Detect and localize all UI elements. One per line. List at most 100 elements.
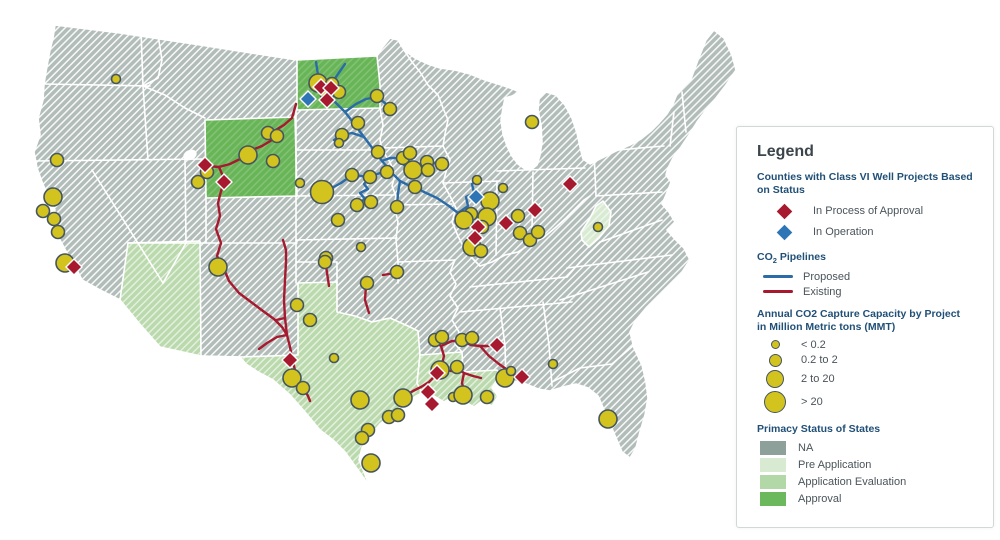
capture-site-circle[interactable]: [473, 243, 489, 259]
capture-site-circle[interactable]: [390, 407, 406, 423]
capture-site-circle[interactable]: [359, 275, 375, 291]
capture-site-circle[interactable]: [35, 203, 51, 219]
primacy-swatch-icon: [760, 458, 786, 473]
capture-site-circle[interactable]: [49, 152, 65, 168]
capture-site-circle[interactable]: [497, 182, 509, 194]
capture-site-circle[interactable]: [289, 297, 305, 313]
pipeline-line-icon: [763, 274, 793, 279]
capture-site-circle[interactable]: [362, 169, 378, 185]
capture-site-circle[interactable]: [449, 359, 465, 375]
well-diamond-in-process-of-approval[interactable]: [196, 156, 214, 174]
legend-section-heading: Counties with Class VI Well Projects Bas…: [757, 171, 973, 197]
capture-site-circle[interactable]: [402, 145, 418, 161]
capture-site-circle[interactable]: [530, 224, 546, 240]
capture-site-circle[interactable]: [524, 114, 540, 130]
primacy-swatch-icon: [760, 492, 786, 507]
pipeline-proposed[interactable]: [355, 175, 372, 207]
capture-site-circle[interactable]: [330, 212, 346, 228]
legend-item: 2 to 20: [757, 369, 983, 388]
well-diamond-in-process-of-approval[interactable]: [526, 201, 544, 219]
capture-site-circle[interactable]: [479, 389, 495, 405]
capture-site-circle[interactable]: [43, 187, 63, 207]
capture-site-circle[interactable]: [333, 137, 345, 149]
capture-site-circle[interactable]: [407, 179, 423, 195]
capture-site-circle[interactable]: [265, 153, 281, 169]
diamond-icon: [776, 224, 792, 241]
legend-section-3: Primacy Status of States NA Pre Applicatio…: [757, 423, 983, 507]
capture-site-circle[interactable]: [344, 167, 360, 183]
capture-site-circle[interactable]: [512, 225, 528, 241]
capture-site-circle[interactable]: [309, 179, 335, 205]
capture-site-circle[interactable]: [363, 194, 379, 210]
capture-site-circle[interactable]: [379, 164, 395, 180]
legend-item: Proposed: [757, 271, 983, 283]
legend-item: NA: [757, 441, 983, 456]
capture-site-circle[interactable]: [592, 221, 604, 233]
well-diamond-in-process-of-approval[interactable]: [513, 368, 531, 386]
capture-site-circle[interactable]: [302, 312, 318, 328]
well-diamond-in-process-of-approval[interactable]: [488, 336, 506, 354]
well-diamond-in-process-of-approval[interactable]: [497, 214, 515, 232]
capture-site-circle[interactable]: [403, 160, 423, 180]
capture-site-circle[interactable]: [361, 453, 381, 473]
capture-site-circle[interactable]: [350, 115, 366, 131]
legend-item: Approval: [757, 492, 983, 507]
well-diamond-in-process-of-approval[interactable]: [318, 91, 336, 109]
capture-site-circle[interactable]: [434, 156, 450, 172]
capture-site-circle[interactable]: [355, 241, 367, 253]
pipeline-existing[interactable]: [206, 102, 298, 169]
pipeline-existing[interactable]: [274, 316, 287, 322]
well-diamond-in-process-of-approval[interactable]: [423, 395, 441, 413]
capture-site-circle[interactable]: [317, 254, 333, 270]
pipeline-existing[interactable]: [257, 333, 289, 351]
pipeline-existing[interactable]: [324, 264, 331, 288]
legend-section-2: Annual CO2 Capture Capacity by Project in…: [757, 308, 983, 413]
capture-site-circle[interactable]: [434, 329, 450, 345]
capture-site-circle[interactable]: [480, 191, 500, 211]
capture-site-circle[interactable]: [328, 352, 340, 364]
capture-site-circle[interactable]: [510, 208, 526, 224]
capture-site-circle[interactable]: [269, 128, 285, 144]
capture-site-circle[interactable]: [110, 73, 122, 85]
capture-site-circle[interactable]: [420, 162, 436, 178]
capture-site-circle[interactable]: [282, 368, 302, 388]
capture-site-circle[interactable]: [354, 430, 370, 446]
capture-site-circle[interactable]: [369, 88, 385, 104]
well-diamond-in-operation[interactable]: [299, 90, 317, 108]
capture-site-circle[interactable]: [382, 101, 398, 117]
capture-site-circle[interactable]: [453, 385, 473, 405]
well-diamond-in-operation[interactable]: [467, 188, 485, 206]
capture-site-circle[interactable]: [46, 211, 62, 227]
primacy-swatch-icon: [760, 441, 786, 456]
well-diamond-in-process-of-approval[interactable]: [65, 258, 83, 276]
capture-site-circle[interactable]: [370, 144, 386, 160]
capture-circle-icon: [768, 353, 782, 367]
capture-site-circle[interactable]: [190, 174, 206, 190]
well-diamond-in-process-of-approval[interactable]: [281, 351, 299, 369]
capture-site-circle[interactable]: [294, 177, 306, 189]
well-diamond-in-process-of-approval[interactable]: [215, 173, 233, 191]
capture-site-circle[interactable]: [238, 145, 258, 165]
capture-site-circle[interactable]: [350, 390, 370, 410]
legend-item: Existing: [757, 286, 983, 298]
capture-site-circle[interactable]: [547, 358, 559, 370]
well-diamond-in-process-of-approval[interactable]: [428, 364, 446, 382]
pipeline-existing[interactable]: [363, 284, 371, 315]
capture-site-circle[interactable]: [389, 264, 405, 280]
capture-site-circle[interactable]: [471, 174, 483, 186]
well-status-layer: [65, 78, 579, 413]
capture-site-circle[interactable]: [393, 388, 413, 408]
capture-site-circle[interactable]: [505, 365, 517, 377]
capture-site-circle[interactable]: [454, 210, 474, 230]
capture-site-circle[interactable]: [50, 224, 66, 240]
capture-site-circle[interactable]: [389, 199, 405, 215]
capture-site-circle[interactable]: [349, 197, 365, 213]
well-diamond-in-process-of-approval[interactable]: [466, 229, 484, 247]
capture-site-circle[interactable]: [208, 257, 228, 277]
capture-site-circle[interactable]: [598, 409, 618, 429]
well-diamond-in-process-of-approval[interactable]: [561, 175, 579, 193]
capture-site-circle[interactable]: [295, 380, 311, 396]
capture-site-circle[interactable]: [464, 330, 480, 346]
